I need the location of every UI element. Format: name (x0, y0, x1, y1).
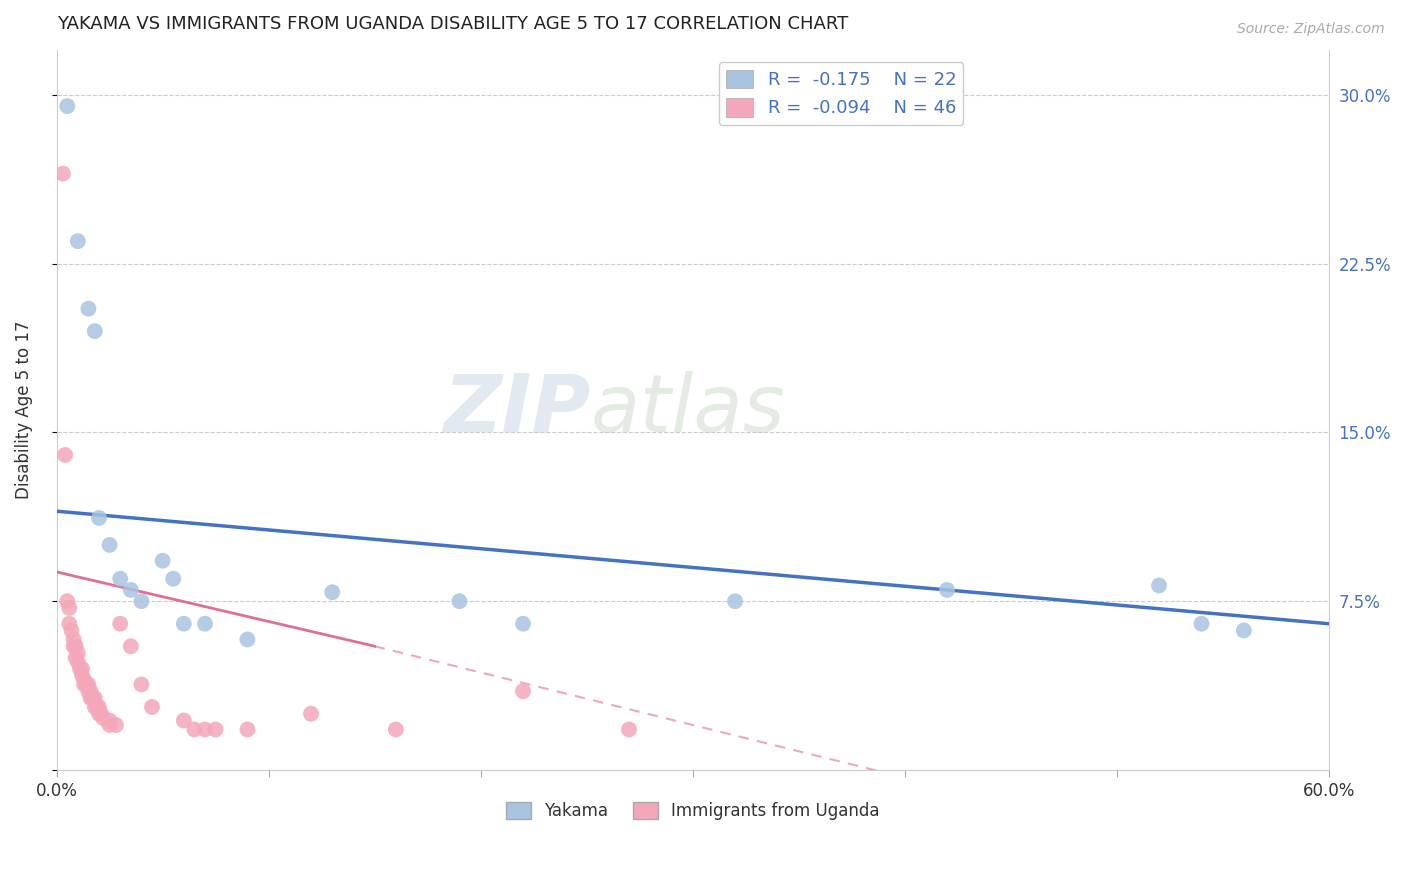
Point (512, 616, 534, 631)
Point (58, 601, 80, 615)
Point (83, 700, 105, 714)
Text: YAKAMA VS IMMIGRANTS FROM UGANDA DISABILITY AGE 5 TO 17 CORRELATION CHART: YAKAMA VS IMMIGRANTS FROM UGANDA DISABIL… (56, 15, 848, 33)
Legend: Yakama, Immigrants from Uganda: Yakama, Immigrants from Uganda (499, 795, 886, 827)
Point (58, 616, 80, 631)
Point (98, 538, 121, 552)
Point (79, 690, 101, 705)
Point (120, 582, 142, 597)
Point (79, 684, 101, 698)
Point (77, 684, 100, 698)
Point (152, 554, 174, 568)
Point (87, 511, 110, 525)
Point (936, 582, 959, 597)
Point (236, 723, 259, 737)
Point (70, 662, 93, 676)
Point (53, 448, 76, 462)
Point (69, 662, 91, 676)
Point (321, 585, 343, 599)
Point (86, 700, 108, 714)
Point (56, 594, 79, 608)
Point (56, 99, 79, 113)
Point (617, 723, 640, 737)
Point (236, 632, 259, 647)
Point (385, 723, 408, 737)
Point (131, 594, 153, 608)
Point (162, 572, 184, 586)
Point (65, 639, 87, 653)
Point (87, 700, 110, 714)
Point (141, 700, 163, 714)
Point (1147, 578, 1170, 592)
Point (91, 711, 114, 725)
Point (173, 616, 195, 631)
Point (52, 167, 75, 181)
Point (62, 639, 84, 653)
Point (98, 714, 121, 728)
Point (110, 616, 132, 631)
Point (724, 594, 747, 608)
Point (62, 632, 84, 647)
Point (299, 706, 322, 721)
Point (87, 706, 110, 721)
Text: Source: ZipAtlas.com: Source: ZipAtlas.com (1237, 22, 1385, 37)
Y-axis label: Disability Age 5 to 17: Disability Age 5 to 17 (15, 320, 32, 500)
Point (65, 650, 87, 665)
Point (1233, 624, 1256, 638)
Point (449, 594, 471, 608)
Point (194, 723, 217, 737)
Point (173, 714, 195, 728)
Point (104, 718, 127, 732)
Point (66, 655, 89, 669)
Point (77, 301, 100, 316)
Point (204, 723, 226, 737)
Point (120, 639, 142, 653)
Point (66, 234, 89, 248)
Point (110, 572, 132, 586)
Point (512, 684, 534, 698)
Point (66, 646, 89, 660)
Point (1191, 616, 1213, 631)
Text: ZIP: ZIP (443, 371, 591, 449)
Point (70, 668, 93, 682)
Point (83, 324, 105, 338)
Point (131, 677, 153, 691)
Point (60, 624, 83, 638)
Point (75, 677, 97, 691)
Point (98, 718, 121, 732)
Point (82, 690, 104, 705)
Text: atlas: atlas (591, 371, 786, 449)
Point (73, 677, 96, 691)
Point (83, 690, 105, 705)
Point (73, 673, 96, 687)
Point (90, 706, 112, 721)
Point (183, 723, 205, 737)
Point (77, 677, 100, 691)
Point (194, 616, 217, 631)
